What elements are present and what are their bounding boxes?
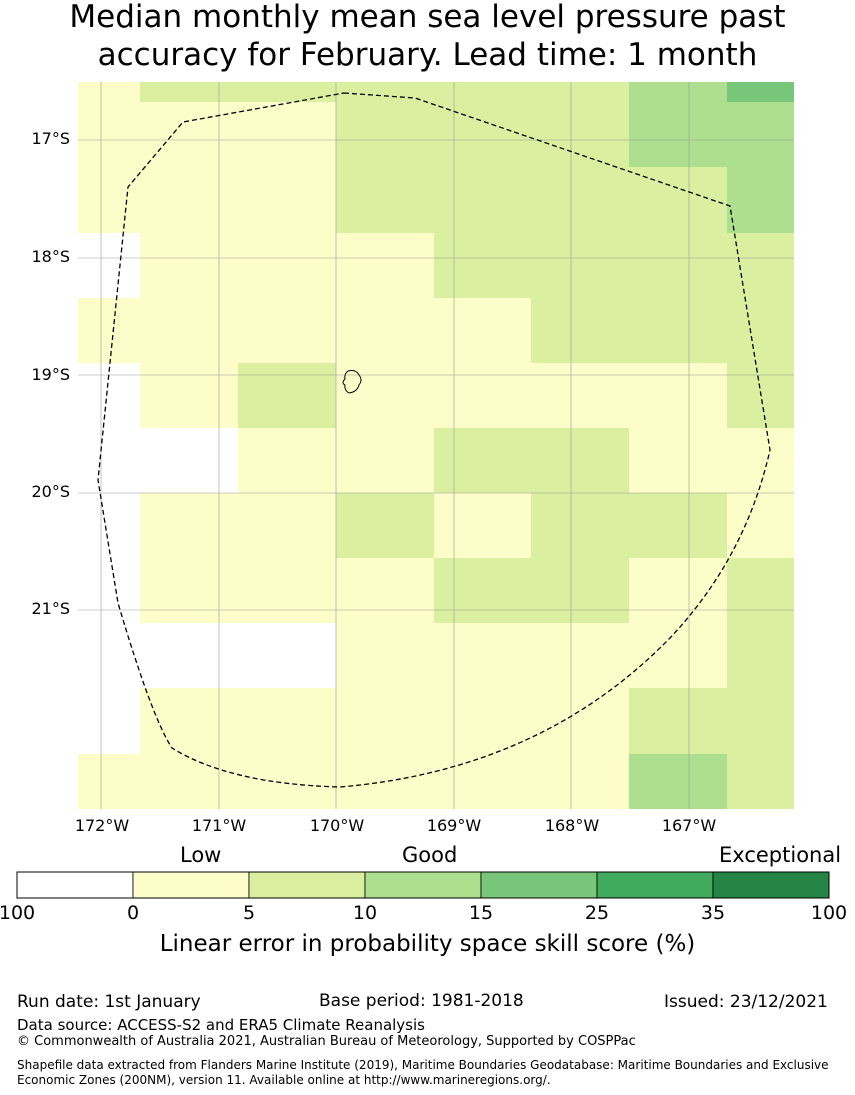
lat-label-21s: 21°S bbox=[31, 599, 70, 618]
colorbar-segment bbox=[248, 871, 366, 899]
lat-label-17s: 17°S bbox=[31, 129, 70, 148]
skill-cell bbox=[78, 688, 140, 754]
skill-cell bbox=[78, 558, 140, 623]
map-panel bbox=[78, 82, 794, 809]
skill-cell bbox=[336, 363, 727, 428]
lon-label-169w: 169°W bbox=[426, 816, 482, 835]
colorbar-segment bbox=[16, 871, 134, 899]
colorbar bbox=[16, 871, 830, 899]
chart-title-line-2: accuracy for February. Lead time: 1 mont… bbox=[97, 37, 758, 73]
colorbar-tick-1: 0 bbox=[126, 902, 140, 924]
colorbar-tick-4: 15 bbox=[468, 902, 494, 924]
colorbar-segment bbox=[712, 871, 830, 899]
skill-cell bbox=[140, 623, 336, 688]
graticule bbox=[78, 82, 794, 809]
lat-label-20s: 20°S bbox=[31, 482, 70, 501]
colorbar-axis-label: Linear error in probability space skill … bbox=[159, 931, 696, 957]
colorbar-frame bbox=[16, 871, 830, 899]
skill-grid bbox=[78, 82, 794, 809]
skill-cell bbox=[629, 82, 727, 102]
colorbar-segment bbox=[132, 871, 250, 899]
copyright: © Commonwealth of Australia 2021, Austra… bbox=[17, 1034, 636, 1049]
skill-cell bbox=[78, 82, 140, 102]
skill-cell bbox=[140, 493, 336, 558]
colorbar-segment bbox=[596, 871, 714, 899]
skill-cell bbox=[629, 102, 794, 167]
data-source: Data source: ACCESS-S2 and ERA5 Climate … bbox=[17, 1016, 425, 1034]
run-date: Run date: 1st January bbox=[17, 992, 201, 1012]
issued-date: Issued: 23/12/2021 bbox=[664, 992, 828, 1012]
skill-cell bbox=[78, 298, 531, 363]
skill-cell bbox=[140, 82, 629, 102]
skill-cell bbox=[629, 428, 794, 493]
colorbar-tick-5: 25 bbox=[584, 902, 610, 924]
skill-cell bbox=[78, 167, 336, 233]
skill-cell bbox=[336, 167, 727, 233]
skill-cell bbox=[727, 167, 794, 233]
colorbar-category-low: Low bbox=[180, 843, 222, 867]
skill-cell bbox=[434, 233, 794, 298]
niue-island-outline bbox=[342, 370, 362, 394]
skill-cell bbox=[629, 688, 794, 754]
colorbar-category-exceptional: Exceptional bbox=[719, 843, 842, 867]
colorbar-tick-2: 5 bbox=[242, 902, 256, 924]
eez-boundary bbox=[97, 92, 771, 788]
skill-cell bbox=[78, 623, 140, 688]
skill-cell bbox=[434, 558, 629, 623]
skill-cell bbox=[78, 754, 629, 809]
lon-label-168w: 168°W bbox=[544, 816, 600, 835]
chart-title-line-1: Median monthly mean sea level pressure p… bbox=[69, 0, 786, 35]
colorbar-tick-7: 100 bbox=[810, 902, 848, 924]
skill-cell bbox=[727, 754, 794, 809]
skill-cell bbox=[336, 493, 434, 558]
base-period: Base period: 1981-2018 bbox=[319, 991, 524, 1011]
skill-cell bbox=[727, 493, 794, 558]
lon-label-167w: 167°W bbox=[661, 816, 717, 835]
shapefile-credit-line-2: Economic Zones (200NM), version 11. Avai… bbox=[17, 1073, 551, 1087]
skill-cell bbox=[727, 623, 794, 688]
lon-label-172w: 172°W bbox=[74, 816, 130, 835]
shapefile-credit-line-1: Shapefile data extracted from Flanders M… bbox=[17, 1058, 829, 1072]
skill-cell bbox=[78, 428, 238, 493]
colorbar-segment bbox=[480, 871, 598, 899]
skill-cell bbox=[727, 82, 794, 102]
colorbar-tick-6: 35 bbox=[700, 902, 726, 924]
skill-cell bbox=[531, 493, 727, 558]
skill-cell bbox=[727, 558, 794, 623]
skill-cell bbox=[78, 363, 140, 428]
lon-label-170w: 170°W bbox=[309, 816, 365, 835]
colorbar-category-good: Good bbox=[402, 843, 458, 867]
skill-cell bbox=[78, 102, 336, 167]
skill-cell bbox=[140, 688, 629, 754]
skill-cell bbox=[336, 102, 629, 167]
skill-cell bbox=[434, 493, 531, 558]
skill-cell bbox=[434, 428, 629, 493]
skill-cell bbox=[78, 493, 140, 558]
skill-cell bbox=[140, 363, 238, 428]
skill-cell bbox=[629, 558, 727, 623]
colorbar-segment bbox=[364, 871, 482, 899]
colorbar-tick-0: 100 bbox=[0, 902, 36, 924]
skill-cell bbox=[140, 233, 434, 298]
lat-label-18s: 18°S bbox=[31, 247, 70, 266]
lat-label-19s: 19°S bbox=[31, 365, 70, 384]
skill-cell bbox=[629, 754, 727, 809]
colorbar-tick-3: 10 bbox=[352, 902, 378, 924]
skill-cell bbox=[336, 623, 727, 688]
skill-cell bbox=[78, 233, 140, 298]
lon-label-171w: 171°W bbox=[191, 816, 247, 835]
skill-cell bbox=[238, 363, 336, 428]
skill-cell bbox=[140, 558, 434, 623]
